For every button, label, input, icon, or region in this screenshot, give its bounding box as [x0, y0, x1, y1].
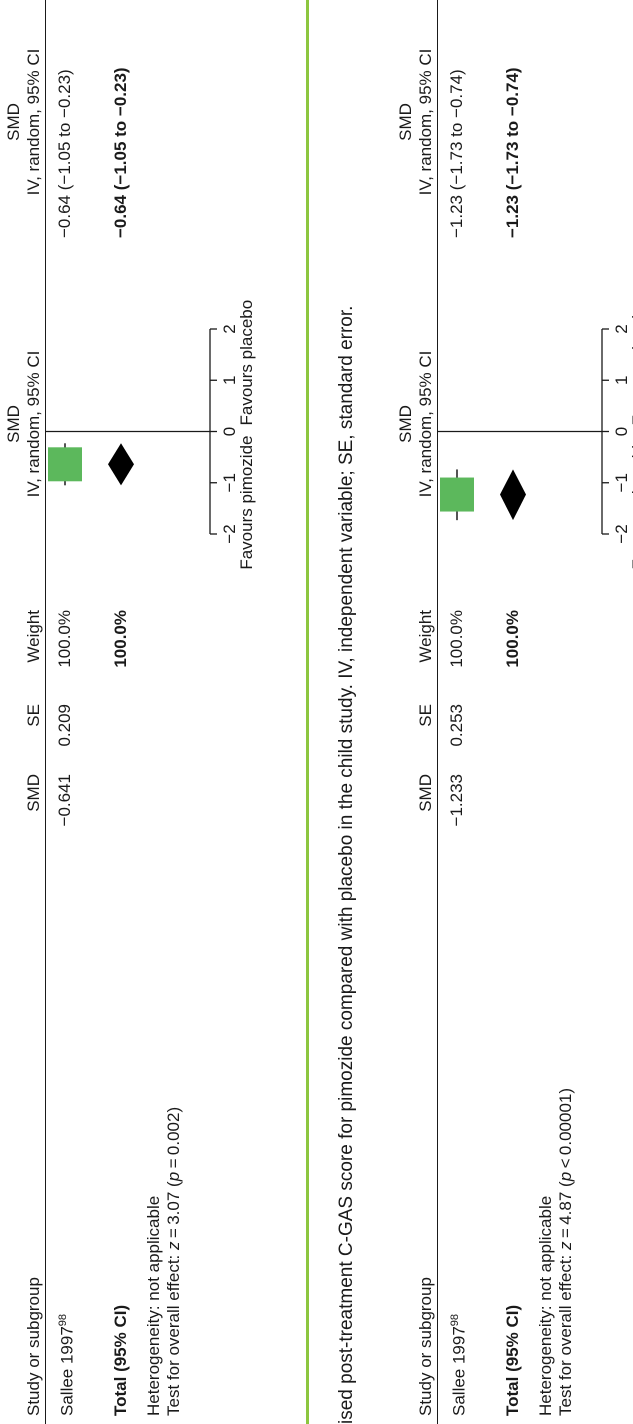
favours-left-label: Favours pimozide [629, 436, 633, 570]
x-axis-tick-label: 2 [220, 324, 239, 333]
x-axis-tick-label: 1 [612, 376, 631, 385]
favours-right-label: Favours placebo [237, 300, 256, 426]
x-axis-tick-label: 1 [220, 376, 239, 385]
study-estimate-square [440, 477, 474, 512]
study-estimate-square [48, 447, 82, 482]
x-axis-tick-label: −2 [220, 524, 239, 543]
forest-plot-2-svg: −2 −1 0 1 2 Favours pimozide Favours placebo [438, 300, 633, 570]
green-separator [306, 0, 309, 1424]
forest-plot-2: SMD IV, random, 95% CI SMD IV, random, 9… [392, 0, 633, 1424]
forest-plot-1: SMD IV, random, 95% CI SMD IV, random, 9… [0, 0, 256, 1424]
total-diamond [500, 469, 526, 521]
x-axis-tick-label: −2 [612, 524, 631, 543]
forest-plot-1-svg: −2 −1 0 1 2 Favours pimozide Favours placebo [46, 300, 256, 570]
favours-left-label: Favours pimozide [237, 436, 256, 570]
total-diamond [108, 443, 134, 486]
x-axis-tick-label: −1 [612, 473, 631, 492]
figure-caption: ised post-treatment C-GAS score for pimo… [336, 305, 357, 1424]
favours-right-label: Favours placebo [629, 300, 633, 426]
x-axis-tick-label: 0 [220, 427, 239, 436]
x-axis-tick-label: 2 [612, 324, 631, 333]
x-axis-tick-label: 0 [612, 427, 631, 436]
x-axis-tick-label: −1 [220, 473, 239, 492]
